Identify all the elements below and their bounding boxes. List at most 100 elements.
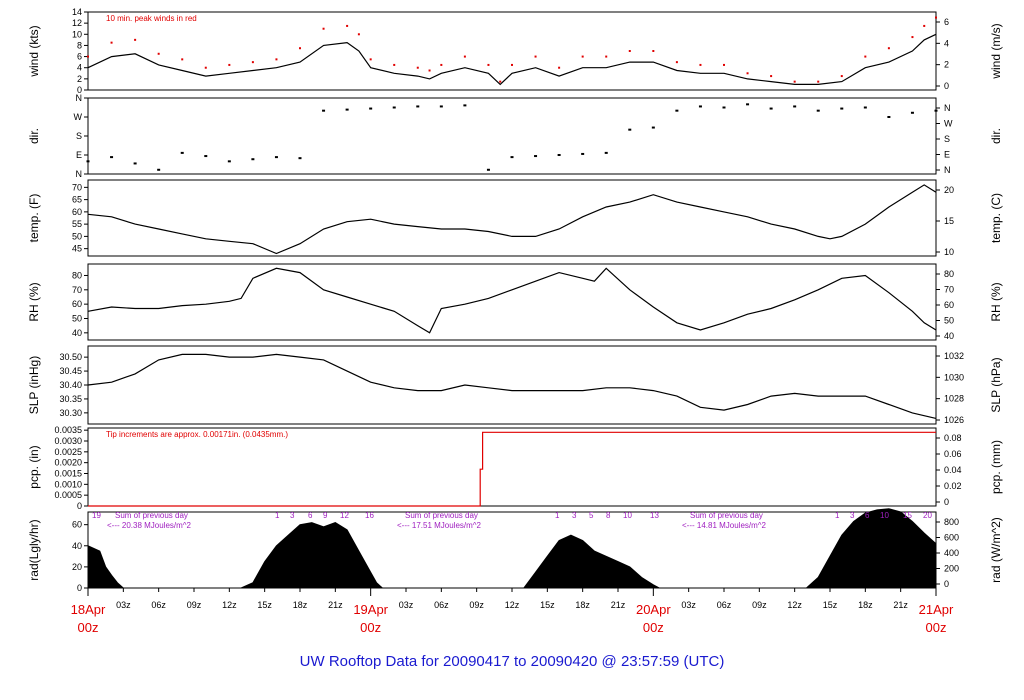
series-dir-point [604,151,608,154]
series-wind-peak-point [357,33,360,36]
hour-mark: 1 [555,511,560,520]
x-major-time: 00z [926,620,947,635]
panel-rh [84,263,940,341]
x-major-date: 18Apr [71,602,106,617]
series-wind-peak-point [157,52,160,55]
series-dir-point [416,105,420,108]
series-wind-peak-point [746,72,749,75]
series-wind-peak-point [251,61,254,64]
footer-title: UW Rooftop Data for 20090417 to 20090420… [300,653,725,670]
left-tick-label-pcp: 0.0030 [54,436,82,446]
series-wind-peak-point [675,61,678,64]
right-tick-label-rad: 400 [944,548,959,558]
series-wind-peak-point [840,75,843,78]
left-tick-label-dir: W [74,112,83,122]
series-wind-peak-point [652,50,655,52]
panel-rad [84,508,940,589]
x-tick-label: 06z [434,600,449,610]
series-dir-point [722,106,726,109]
right-tick-label-pcp: 0.08 [944,433,962,443]
left-tick-label-wind: 12 [72,18,82,28]
series-slp-line [87,353,937,419]
ylabel-left-temp: temp. (F) [27,194,41,243]
hour-mark: 15 [903,511,912,520]
series-wind-peak-point [793,80,796,83]
right-tick-label-temp: 15 [944,216,954,226]
left-tick-label-temp: 50 [72,231,82,241]
left-tick-label-wind: 8 [77,40,82,50]
left-tick-label-slp: 30.50 [59,352,82,362]
x-tick-label: 18z [293,600,308,610]
series-wind-peak-point [181,58,184,61]
left-tick-label-pcp: 0 [77,501,82,511]
series-temp-line [87,184,937,255]
right-tick-label-slp: 1028 [944,394,964,404]
left-tick-label-rh: 80 [72,270,82,280]
left-tick-label-rh: 40 [72,328,82,338]
series-dir-point [463,104,467,107]
series-wind-peak-point [770,75,773,78]
series-rh-line [87,267,937,334]
panel-dir-frame [87,97,937,175]
series-dir-point [227,160,231,163]
x-tick-label: 15z [540,600,555,610]
left-tick-label-dir: E [76,150,82,160]
series-dir-point [251,158,255,161]
left-tick-label-wind: 2 [77,74,82,84]
day-sum-label: Sum of previous day [690,511,763,520]
right-tick-label-dir: N [944,165,951,175]
left-tick-label-slp: 30.40 [59,380,82,390]
ylabel-right-slp: SLP (hPa) [989,357,1003,412]
ylabel-right-wind: wind (m/s) [989,23,1003,79]
right-tick-label-temp: 20 [944,185,954,195]
day-sum-value: <--- 14.81 MJoules/m^2 [682,521,767,530]
right-tick-label-rad: 600 [944,533,959,543]
series-wind-peak-point [887,47,890,50]
panel-slp-frame [87,345,937,425]
panel-wind [84,11,940,91]
ylabel-right-pcp: pcp. (mm) [989,440,1003,494]
panel-rad-frame [87,511,937,589]
x-major-date: 21Apr [919,602,954,617]
series-dir-point [910,111,914,114]
x-tick-label: 15z [257,600,272,610]
ylabel-left-slp: SLP (inHg) [27,356,41,414]
right-tick-label-dir: E [944,150,950,160]
left-tick-label-dir: S [76,131,82,141]
series-dir-point [110,156,114,159]
series-dir-point [675,109,679,112]
x-tick-label: 03z [681,600,696,610]
left-tick-label-wind: 10 [72,29,82,39]
series-wind-peak-point [228,63,231,66]
x-major-date: 19Apr [353,602,388,617]
x-tick-label: 18z [575,600,590,610]
x-major-date: 20Apr [636,602,671,617]
series-pcp-line [88,431,936,507]
right-tick-label-dir: S [944,134,950,144]
left-tick-label-temp: 45 [72,244,82,254]
ylabel-left-wind: wind (kts) [27,25,41,77]
series-wind-peak-point [511,63,513,66]
annotation-wind: 10 min. peak winds in red [106,14,197,23]
series-dir-point [628,128,632,131]
x-tick-label: 21z [893,600,908,610]
left-tick-label-rad: 0 [77,583,82,593]
series-dir-point [274,156,278,159]
x-tick-label: 06z [717,600,732,610]
day-sum-label: Sum of previous day [405,511,478,520]
right-tick-label-wind: 0 [944,81,949,91]
series-dir-point [157,168,161,171]
series-dir-point [863,106,867,109]
series-dir-point [534,155,538,158]
day-sum-label: Sum of previous day [115,511,188,520]
series-wind-peak-point [393,63,396,66]
series-wind-peak-point [935,16,937,19]
series-wind-peak-point [864,55,867,58]
right-tick-label-pcp: 0 [944,497,949,507]
right-tick-label-pcp: 0.02 [944,481,962,491]
right-tick-label-dir: W [944,119,953,129]
hour-mark: 10 [880,511,889,520]
hour-mark: 5 [589,511,594,520]
right-tick-label-rh: 50 [944,316,954,326]
right-tick-label-pcp: 0.04 [944,465,962,475]
